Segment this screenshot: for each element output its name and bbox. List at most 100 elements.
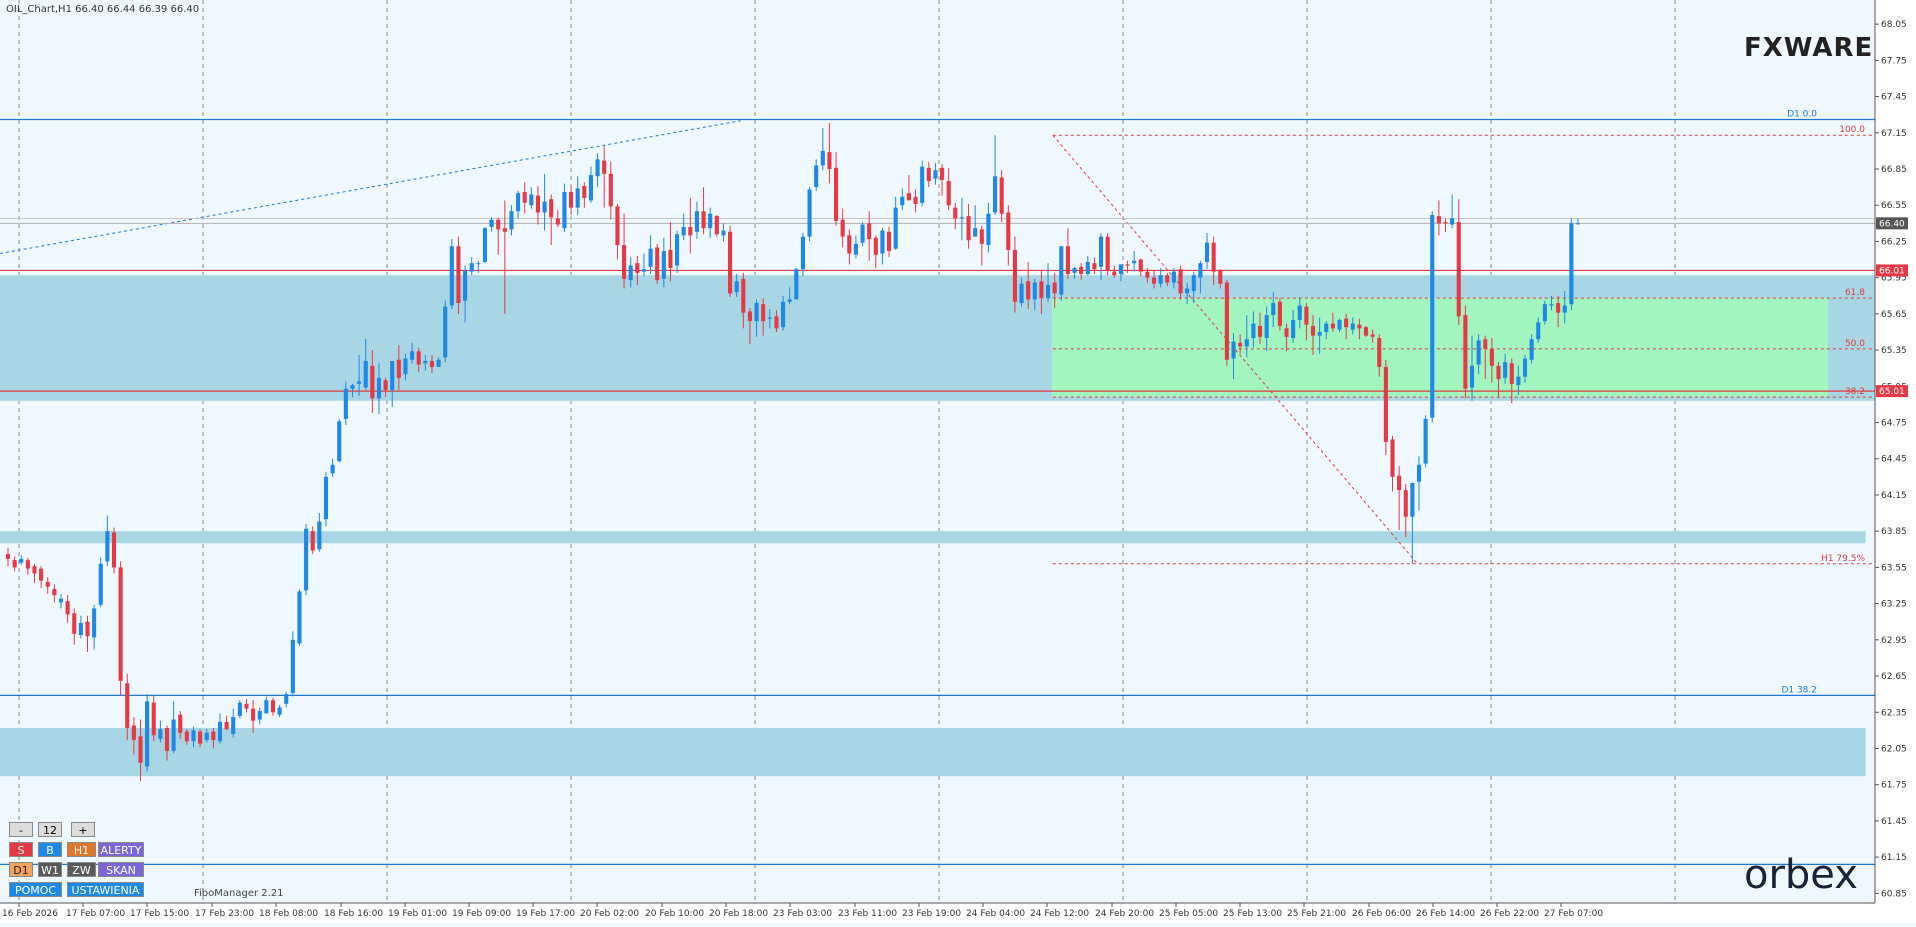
candle bbox=[138, 719, 143, 782]
pomoc-button[interactable]: POMOC bbox=[9, 882, 62, 897]
candle-body bbox=[383, 380, 388, 390]
candle-body bbox=[860, 224, 865, 243]
candle bbox=[1098, 232, 1104, 281]
candle bbox=[72, 608, 77, 645]
candle bbox=[1556, 295, 1561, 328]
candle-body bbox=[390, 360, 395, 390]
candle-body bbox=[482, 228, 488, 262]
candle bbox=[1264, 306, 1269, 352]
candle bbox=[456, 236, 461, 314]
y-tick-label: 60.85 bbox=[1881, 889, 1907, 899]
candle-body bbox=[820, 150, 825, 166]
candle bbox=[1065, 228, 1070, 279]
y-tick-label: 65.35 bbox=[1881, 346, 1907, 356]
candle-body bbox=[992, 176, 998, 213]
candle bbox=[1138, 258, 1143, 277]
candle-body bbox=[1569, 223, 1574, 305]
candle-body bbox=[1138, 259, 1143, 272]
candle-body bbox=[648, 248, 653, 267]
candle-body bbox=[867, 223, 872, 240]
candle-body bbox=[595, 159, 600, 177]
candle-body bbox=[1370, 334, 1375, 337]
candle-body bbox=[959, 217, 964, 219]
candle bbox=[622, 213, 627, 289]
candle-body bbox=[1536, 322, 1541, 340]
candle-body bbox=[973, 228, 978, 237]
candle bbox=[131, 717, 136, 755]
candle bbox=[1469, 335, 1475, 401]
candle bbox=[198, 729, 203, 748]
candle bbox=[1191, 271, 1196, 304]
candle-body bbox=[1151, 277, 1157, 284]
candle-body bbox=[761, 304, 766, 322]
candle bbox=[290, 631, 295, 697]
candle bbox=[1516, 365, 1521, 395]
candle-body bbox=[747, 311, 752, 322]
candle-body bbox=[403, 358, 408, 375]
increase-button[interactable]: + bbox=[71, 822, 95, 837]
candle bbox=[582, 182, 587, 208]
candle-body bbox=[1065, 246, 1070, 275]
candle-body bbox=[264, 700, 269, 714]
candle bbox=[953, 202, 958, 230]
candle bbox=[1357, 318, 1362, 340]
candle bbox=[1291, 310, 1296, 343]
w1-button[interactable]: W1 bbox=[38, 862, 62, 877]
candle bbox=[370, 350, 375, 413]
candle-body bbox=[449, 246, 454, 306]
zw-button[interactable]: ZW bbox=[67, 862, 96, 877]
candle-body bbox=[1443, 222, 1448, 224]
candle bbox=[1198, 260, 1203, 294]
candle-body bbox=[92, 608, 97, 638]
x-tick-label: 20 Feb 02:00 bbox=[580, 909, 639, 919]
candle bbox=[1244, 315, 1249, 358]
d1-button[interactable]: D1 bbox=[9, 862, 33, 877]
candle-body bbox=[12, 560, 17, 568]
candle-body bbox=[65, 601, 70, 615]
candle bbox=[357, 354, 362, 396]
ustawienia-button[interactable]: USTAWIENIA bbox=[67, 882, 144, 897]
candle bbox=[1337, 318, 1342, 332]
candle bbox=[887, 226, 892, 258]
candle-body bbox=[880, 230, 885, 254]
price-axis-background bbox=[1875, 0, 1916, 923]
candle-body bbox=[1403, 490, 1408, 517]
count-field[interactable]: 12 bbox=[38, 822, 62, 837]
candle bbox=[986, 202, 991, 253]
y-tick-label: 61.45 bbox=[1881, 817, 1907, 827]
candle-body bbox=[1118, 264, 1123, 275]
candle-body bbox=[1019, 283, 1024, 304]
candle bbox=[1430, 211, 1435, 423]
candle bbox=[231, 708, 236, 738]
decrease-button[interactable]: - bbox=[9, 822, 33, 837]
candle-body bbox=[231, 717, 236, 734]
candle-body bbox=[1522, 358, 1528, 377]
candle-body bbox=[1052, 282, 1057, 294]
h1-button[interactable]: H1 bbox=[67, 842, 96, 857]
candle-body bbox=[615, 206, 620, 246]
y-tick-label: 68.05 bbox=[1881, 20, 1907, 30]
y-tick-label: 62.95 bbox=[1881, 636, 1907, 646]
candle-body bbox=[343, 388, 348, 419]
alerty-button[interactable]: ALERTY bbox=[98, 842, 144, 857]
candle bbox=[668, 222, 673, 282]
candle-body bbox=[1410, 482, 1415, 517]
candle-body bbox=[39, 568, 44, 581]
candle-body bbox=[310, 531, 315, 551]
time-axis-background bbox=[0, 903, 1916, 923]
candle-body bbox=[887, 231, 892, 252]
skan-button[interactable]: SKAN bbox=[98, 862, 144, 877]
price-label-text: 65.01 bbox=[1879, 387, 1905, 397]
candle-body bbox=[1509, 363, 1514, 384]
candle bbox=[1363, 325, 1369, 337]
candle-body bbox=[416, 351, 421, 365]
candle-body bbox=[622, 245, 627, 279]
candle-body bbox=[555, 218, 560, 225]
candle bbox=[516, 190, 521, 219]
candle bbox=[661, 237, 666, 288]
candle bbox=[330, 458, 335, 477]
buy-button[interactable]: B bbox=[38, 842, 62, 857]
sell-button[interactable]: S bbox=[9, 842, 33, 857]
candle-body bbox=[1238, 342, 1243, 347]
